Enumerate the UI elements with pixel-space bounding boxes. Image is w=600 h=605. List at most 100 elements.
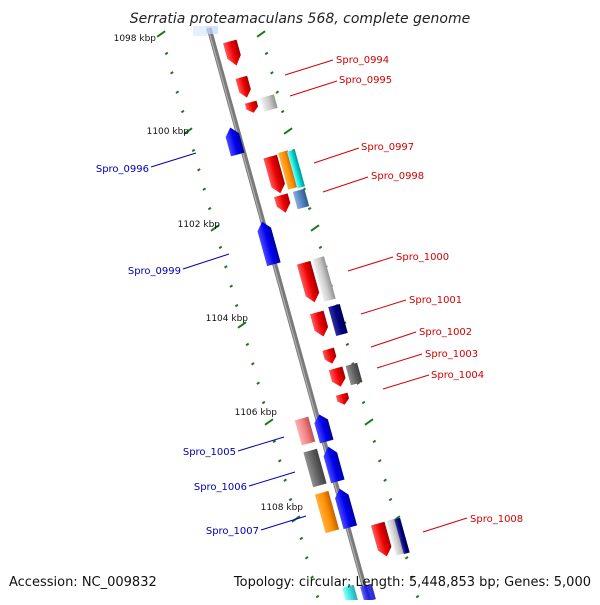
gene-orange-1007[interactable]: [314, 490, 340, 534]
label-spro-1004[interactable]: Spro_1004: [431, 370, 484, 381]
scale-minor-tick: [377, 459, 382, 463]
gene-spro-0994[interactable]: [223, 39, 243, 68]
scale-minor-tick: [361, 400, 366, 405]
scale-minor-tick: [277, 459, 282, 463]
gene-spro-1005[interactable]: [313, 413, 334, 444]
label-spro-1007[interactable]: Spro_1007: [206, 526, 259, 537]
label-spro-1008[interactable]: Spro_1008: [470, 514, 523, 525]
kbp-labels: 1098 kbp 1100 kbp 1102 kbp 1104 kbp 1106…: [114, 34, 304, 513]
label-spro-0999[interactable]: Spro_0999: [128, 266, 181, 277]
label-spro-1002[interactable]: Spro_1002: [419, 327, 472, 338]
scale-minor-tick: [202, 187, 207, 191]
gene-spro-1007[interactable]: [333, 487, 358, 530]
scale-major-tick: [310, 224, 320, 232]
gene-spro-0996[interactable]: [224, 126, 245, 157]
gene-cyan-0997[interactable]: [287, 149, 305, 189]
kbp-label-1100: 1100 kbp: [147, 127, 190, 137]
gene-spro-1004[interactable]: [335, 392, 351, 407]
gene-bottom-blue: [360, 583, 376, 603]
forward-gene-labels: Spro_0994 Spro_0995 Spro_0997 Spro_0998 …: [284, 55, 523, 533]
top-edge-features: [193, 26, 218, 36]
gene-spro-1002[interactable]: [322, 347, 338, 366]
kbp-label-1108: 1108 kbp: [261, 503, 304, 513]
scale-minor-tick: [261, 400, 266, 405]
scale-minor-tick: [388, 497, 393, 502]
label-spro-1003[interactable]: Spro_1003: [425, 349, 478, 360]
gene-grey-0995[interactable]: [260, 94, 278, 112]
gene-navy-1008[interactable]: [394, 517, 410, 555]
gene-spro-0999[interactable]: [255, 220, 281, 267]
scale-minor-tick: [283, 478, 287, 482]
scale-major-tick: [256, 30, 266, 38]
gene-spro-0998[interactable]: [274, 193, 292, 214]
scale-minor-tick: [404, 556, 409, 560]
genome-stats-text: Topology: circular; Length: 5,448,853 bp…: [233, 575, 591, 590]
scale-minor-tick: [288, 497, 293, 502]
scale-minor-tick: [315, 594, 320, 599]
scale-minor-tick: [299, 536, 304, 541]
label-spro-0998[interactable]: Spro_0998: [371, 171, 424, 182]
kbp-label-1102: 1102 kbp: [178, 220, 221, 230]
scale-major-tick: [283, 127, 293, 135]
kbp-label-1098: 1098 kbp: [114, 34, 157, 44]
scale-minor-tick: [280, 109, 285, 114]
gene-steel-0998[interactable]: [292, 188, 310, 210]
gene-navy-1001[interactable]: [328, 303, 348, 337]
gene-spro-0995[interactable]: [235, 75, 253, 99]
gene-spro-0995b[interactable]: [244, 100, 260, 115]
scale-minor-tick: [164, 51, 169, 56]
scale-minor-tick: [270, 71, 274, 75]
scale-major-tick: [364, 418, 374, 426]
label-spro-1000[interactable]: Spro_1000: [396, 252, 449, 263]
scale-minor-tick: [415, 594, 420, 599]
gene-spro-1006[interactable]: [321, 445, 345, 484]
scale-minor-tick: [372, 439, 377, 444]
label-spro-1001[interactable]: Spro_1001: [409, 295, 462, 306]
scale-minor-tick: [175, 90, 180, 94]
scale-major-tick: [264, 418, 274, 426]
scale-minor-tick: [307, 206, 312, 211]
scale-minor-tick: [245, 342, 250, 347]
scale-minor-tick: [410, 575, 414, 579]
gene-spro-1008[interactable]: [370, 521, 394, 559]
label-spro-1005[interactable]: Spro_1005: [183, 447, 236, 458]
gene-pink-1005[interactable]: [294, 416, 316, 446]
scale-minor-tick: [275, 90, 280, 94]
scale-minor-tick: [272, 439, 277, 444]
label-spro-0997[interactable]: Spro_0997: [361, 142, 414, 153]
gene-orange-0997[interactable]: [278, 150, 298, 190]
gene-features: [223, 39, 410, 604]
scale-major-tick: [183, 127, 193, 135]
gene-grey-1008[interactable]: [386, 518, 406, 556]
scale-minor-tick: [256, 381, 261, 385]
gene-bottom-cyan: [342, 584, 358, 604]
scale-major-tick: [210, 224, 220, 232]
gene-grey-1000[interactable]: [312, 256, 336, 302]
gene-spro-0997[interactable]: [263, 154, 287, 195]
scale-minor-tick: [310, 575, 314, 579]
gene-dgrey-1006[interactable]: [303, 448, 327, 488]
scale-minor-tick: [218, 245, 223, 250]
scale-minor-tick: [383, 478, 387, 482]
gene-dgrey-1003[interactable]: [345, 362, 363, 386]
scale-major-tick: [156, 30, 166, 38]
scale-minor-tick: [197, 168, 201, 172]
scale-minor-tick: [224, 265, 228, 269]
scale-minor-tick: [229, 284, 234, 288]
label-spro-0995[interactable]: Spro_0995: [339, 75, 392, 86]
gene-spro-1001[interactable]: [310, 310, 330, 339]
gene-spro-1003[interactable]: [328, 366, 348, 388]
scale-minor-tick: [318, 245, 323, 250]
kbp-label-1106: 1106 kbp: [235, 408, 278, 418]
gene-spro-1000[interactable]: [296, 260, 321, 304]
scale-minor-tick: [250, 362, 255, 366]
scale-minor-tick: [264, 51, 269, 56]
accession-text: Accession: NC_009832: [9, 575, 157, 590]
scale-minor-tick: [234, 303, 239, 308]
map-title: Serratia proteamaculans 568, complete ge…: [130, 11, 470, 27]
label-spro-0996[interactable]: Spro_0996: [96, 164, 149, 175]
label-spro-1006[interactable]: Spro_1006: [194, 482, 247, 493]
label-spro-0994[interactable]: Spro_0994: [336, 55, 389, 66]
